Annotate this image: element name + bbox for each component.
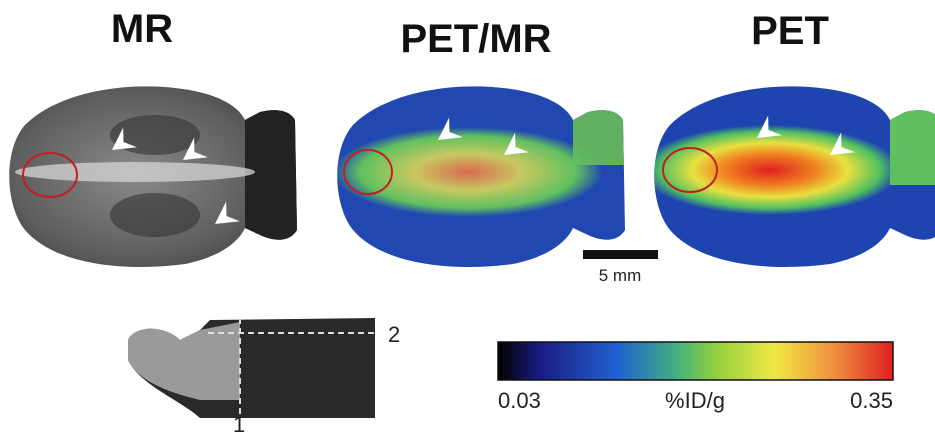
panel-title: MR	[111, 7, 173, 51]
sagittal-image: 2 1	[128, 318, 400, 432]
mr-image	[0, 75, 300, 275]
panel-title: PET/MR	[400, 17, 551, 61]
scale-label: 5 mm	[599, 266, 642, 285]
panel-title: PET	[751, 9, 829, 53]
figure: MR PET/MR PET	[0, 0, 935, 432]
colorbar-min: 0.03	[498, 388, 541, 413]
page: MR PET/MR PET	[0, 0, 935, 432]
petmr-image	[328, 75, 628, 275]
line-label: 1	[233, 412, 245, 432]
colorbar-unit: %ID/g	[665, 388, 725, 413]
pet-image	[640, 75, 935, 275]
scale-bar	[583, 250, 658, 259]
line-label: 2	[388, 322, 400, 347]
colorbar-max: 0.35	[850, 388, 893, 413]
colorbar	[498, 342, 893, 380]
